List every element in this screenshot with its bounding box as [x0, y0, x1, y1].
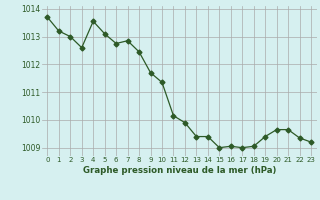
X-axis label: Graphe pression niveau de la mer (hPa): Graphe pression niveau de la mer (hPa): [83, 166, 276, 175]
